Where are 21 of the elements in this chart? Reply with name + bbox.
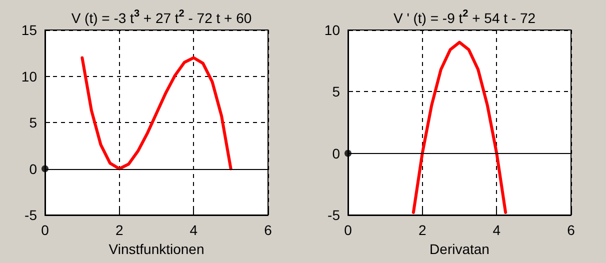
x-tick-label: 0: [344, 222, 352, 238]
x-tick-label: 6: [567, 222, 576, 238]
x-axis-title: Derivatan: [430, 240, 490, 257]
x-tick-label: 4: [190, 222, 198, 238]
line-series: [412, 40, 508, 214]
x-tick-label: 2: [418, 222, 426, 238]
y-tick-label: 0: [29, 160, 38, 177]
y-tick-label: 0: [332, 145, 340, 162]
y-tick-label: -5: [328, 207, 340, 223]
x-tick-label: 4: [492, 222, 501, 238]
y-tick-label: 5: [332, 84, 340, 100]
x-tick-label: 0: [41, 222, 50, 238]
x-tick-label: 6: [264, 222, 272, 238]
x-tick-label: 2: [115, 222, 124, 238]
y-tick-label: -5: [24, 207, 38, 223]
y-tick-label: 5: [29, 114, 38, 130]
y-tick-label: 10: [21, 68, 38, 84]
x-axis-title: Vinstfunktionen: [108, 240, 204, 257]
line-series: [80, 56, 232, 170]
y-tick-label: 10: [324, 22, 340, 38]
y-tick-label: 15: [21, 22, 38, 38]
